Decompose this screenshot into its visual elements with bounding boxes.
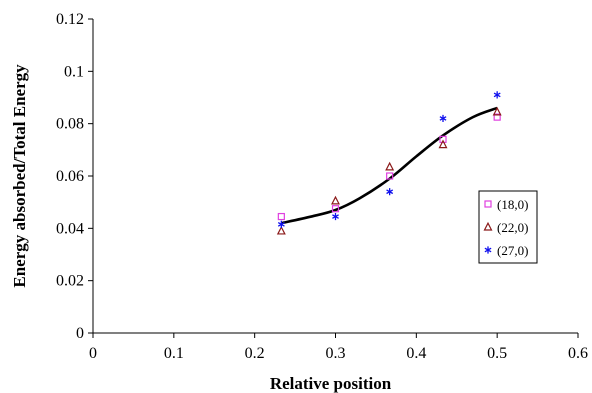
- legend-asterisk-marker: [484, 246, 492, 254]
- data-point-asterisk-marker: [493, 91, 501, 99]
- data-point-triangle-marker: [438, 139, 448, 149]
- x-tick-label: 0.4: [406, 345, 426, 362]
- data-point-square-marker: [493, 113, 501, 121]
- data-point-asterisk-marker: [386, 188, 394, 196]
- ticks: 0 0.02 0.04 0.06 0.08 0.1 0.12 0 0.1 0.2 0.3 0.4 0.5…: [56, 11, 588, 362]
- legend-label: (22,0): [497, 220, 528, 235]
- x-tick-label: 0.2: [245, 345, 265, 362]
- y-tick-label: 0.1: [64, 63, 84, 80]
- legend-label: (27,0): [497, 243, 528, 258]
- x-axis-title: Relative position: [270, 374, 392, 393]
- data-point-triangle-marker: [492, 106, 502, 116]
- x-tick-label: 0.6: [568, 345, 588, 362]
- data-points: [276, 91, 502, 235]
- data-point-triangle-marker: [276, 225, 286, 235]
- y-tick-label: 0.02: [56, 273, 84, 290]
- x-tick-label: 0.5: [487, 345, 507, 362]
- data-point-asterisk-marker: [277, 220, 285, 229]
- legend-label: (18,0): [497, 197, 528, 212]
- data-point-triangle-marker: [331, 195, 340, 205]
- legend-triangle-marker: [483, 221, 493, 231]
- data-point-square-marker: [331, 205, 340, 213]
- y-tick-label: 0: [76, 325, 84, 342]
- data-point-square-marker: [386, 172, 394, 180]
- series-27-0: [277, 91, 501, 229]
- series-18-0: [277, 113, 501, 221]
- data-point-square-marker: [277, 212, 285, 221]
- legend-square-marker: [484, 200, 492, 208]
- y-tick-label: 0.12: [56, 11, 84, 28]
- legend: (18,0) (22,0) (27,0): [478, 190, 538, 264]
- data-point-asterisk-marker: [439, 114, 447, 123]
- data-point-triangle-marker: [385, 161, 395, 171]
- x-tick-label: 0.1: [164, 345, 184, 362]
- x-tick-label: 0: [89, 345, 97, 362]
- series-22-0: [276, 106, 502, 235]
- data-point-square-marker: [439, 135, 447, 143]
- axes: [92, 19, 578, 334]
- y-tick-label: 0.06: [56, 168, 84, 185]
- data-point-asterisk-marker: [332, 212, 339, 221]
- trendline: [281, 106, 498, 225]
- x-tick-label: 0.3: [326, 345, 346, 362]
- y-axis-title: Energy absorbed/Total Energy: [10, 64, 29, 288]
- y-tick-label: 0.08: [56, 116, 84, 133]
- y-tick-label: 0.04: [56, 220, 84, 237]
